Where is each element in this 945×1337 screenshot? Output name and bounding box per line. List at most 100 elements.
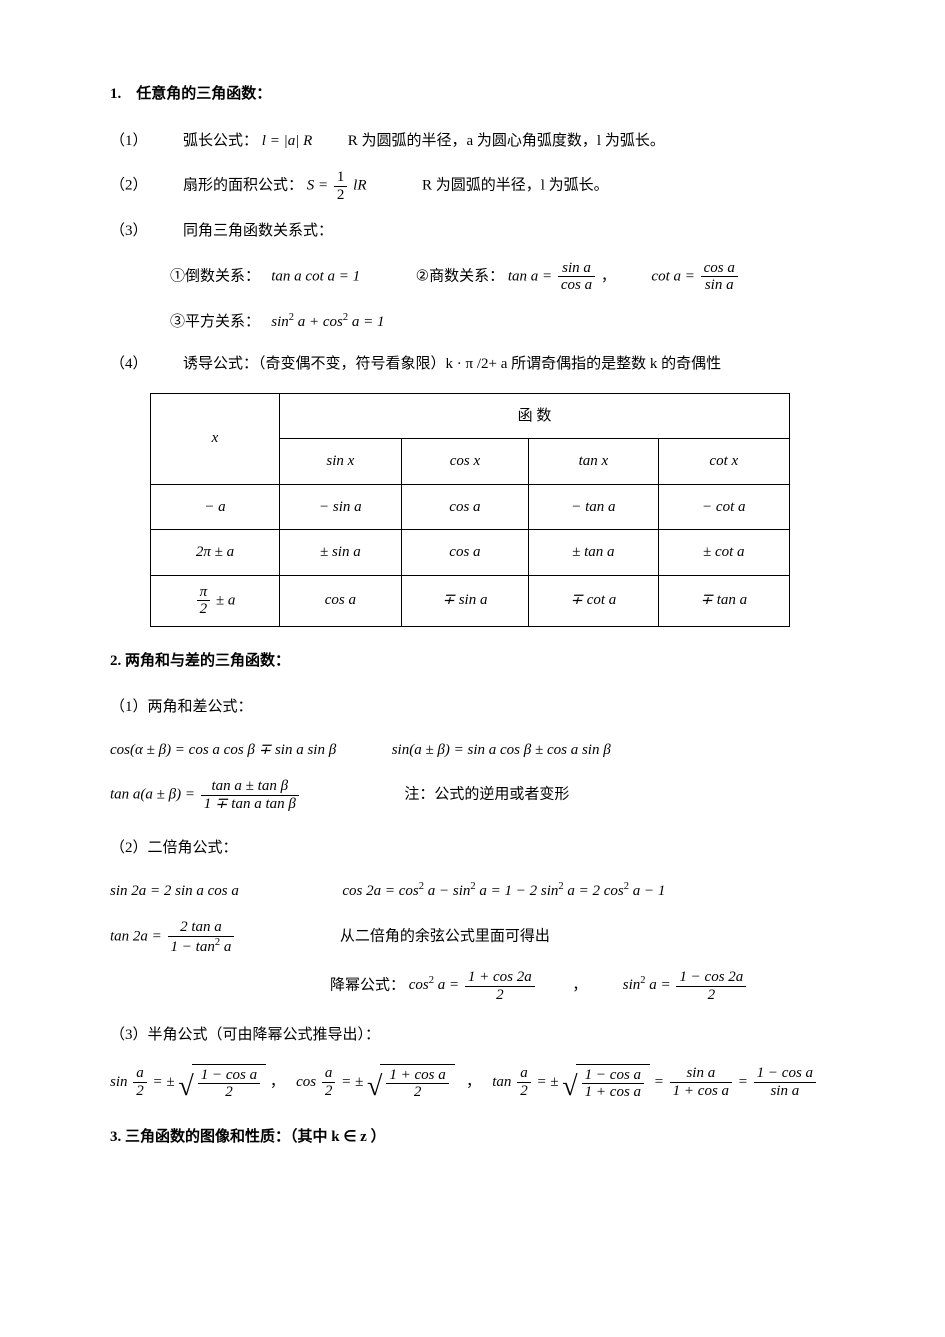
frac-num: 1 − cos a [754, 1065, 816, 1082]
half-tan-pre: tan [492, 1073, 511, 1089]
cell: − sin a [280, 484, 402, 530]
double-angle-line2: tan 2a = 2 tan a 1 − tan2 a 从二倍角的余弦公式里面可… [110, 919, 835, 955]
sub-label: ①倒数关系： [170, 268, 260, 284]
item-3c: ③平方关系： sin2 a + cos2 a = 1 [110, 308, 835, 337]
tan-lhs: tan a(a ± β) = [110, 786, 195, 802]
cell-x: π2 ± a [151, 575, 280, 626]
formula: tan a cot a = 1 [271, 268, 360, 284]
cell: cos a [401, 530, 528, 576]
label: （1） [110, 133, 148, 149]
note: 注：公式的逆用或者变形 [404, 786, 569, 802]
frac-den: 1 ∓ tan a tan β [201, 795, 299, 813]
cos2a: cos 2a = cos2 a − sin2 a = 1 − 2 sin2 a … [342, 883, 665, 899]
s2-p3-label: （3）半角公式（可由降幂公式推导出）： [110, 1021, 835, 1050]
desc: R 为圆弧的半径，a 为圆心角弧度数，l 为弧长。 [348, 133, 665, 149]
eq: = ± [536, 1073, 558, 1089]
frac-num: sin a [670, 1065, 732, 1082]
th-function: 函 数 [280, 393, 790, 439]
th-cot: cot x [658, 439, 789, 485]
cell: − cot a [658, 484, 789, 530]
cell: ∓ sin a [401, 575, 528, 626]
table-row: π2 ± a cos a ∓ sin a ∓ cot a ∓ tan a [151, 575, 790, 626]
frac-num: 1 − cos 2a [676, 969, 746, 986]
eq: = [654, 1073, 668, 1089]
sum-diff-line2: tan a(a ± β) = tan a ± tan β 1 ∓ tan a t… [110, 778, 835, 812]
frac-num: 1 [334, 169, 348, 186]
frac-den: 2 [517, 1082, 531, 1100]
cell: ∓ tan a [658, 575, 789, 626]
half-angle: sin a2 = ± √ 1 − cos a2 ， cos a2 = ± √ 1… [110, 1064, 835, 1101]
formula: l = |a| R [262, 133, 312, 149]
pw1-lhs: cos2 a = [409, 977, 459, 993]
label: （2） [110, 177, 148, 193]
frac-den: 1 + cos a [582, 1083, 644, 1101]
th-cos: cos x [401, 439, 528, 485]
frac-den: 1 + cos a [670, 1082, 732, 1100]
frac-den: sin a [754, 1082, 816, 1100]
sqrt-icon: √ 1 − cos a1 + cos a [562, 1064, 650, 1101]
formula-tail: lR [353, 177, 366, 193]
eq: = [738, 1073, 752, 1089]
eq: = ± [153, 1073, 175, 1089]
section2-heading: 2. 两角和与差的三角函数： [110, 647, 835, 676]
frac-den: 1 − tan2 a [168, 936, 235, 956]
sep: ， [572, 977, 587, 993]
item-1: （1） 弧长公式： l = |a| R R 为圆弧的半径，a 为圆心角弧度数，l… [110, 127, 835, 156]
th-tan: tan x [529, 439, 658, 485]
frac-num: a [322, 1065, 336, 1082]
sqrt-icon: √ 1 + cos a2 [367, 1064, 455, 1101]
item-3a: ①倒数关系： tan a cot a = 1 ②商数关系： tan a = si… [110, 260, 835, 294]
frac-num: tan a ± tan β [201, 778, 299, 795]
sub-label-b: ②商数关系： [416, 268, 504, 284]
cell: ± cot a [658, 530, 789, 576]
tan2a-lhs: tan 2a = [110, 928, 162, 944]
frac-num: π [197, 584, 211, 601]
frac-num: a [517, 1065, 531, 1082]
frac-den: cos a [558, 276, 595, 294]
frac-den: 2 [334, 186, 348, 204]
cell: cos a [401, 484, 528, 530]
power-reduction: 降幂公式： cos2 a = 1 + cos 2a 2 ， sin2 a = 1… [110, 969, 835, 1003]
double-angle-line1: sin 2a = 2 sin a cos a cos 2a = cos2 a −… [110, 877, 835, 906]
frac-num: cos a [701, 260, 738, 277]
item-2: （2） 扇形的面积公式： S = 1 2 lR R 为圆弧的半径，l 为弧长。 [110, 169, 835, 203]
half-sin-pre: sin [110, 1073, 128, 1089]
item-3: （3） 同角三角函数关系式： [110, 217, 835, 246]
sqrt-icon: √ 1 − cos a2 [178, 1064, 266, 1101]
name: 同角三角函数关系式： [183, 223, 333, 239]
frac-num: 1 − cos a [582, 1067, 644, 1084]
formula-lhs: S = [307, 177, 328, 193]
tan-lhs: tan a = [508, 268, 552, 284]
sub-label: ③平方关系： [170, 314, 260, 330]
frac-num: 2 tan a [168, 919, 235, 936]
cos-formula: cos(α ± β) = cos a cos β ∓ sin a sin β [110, 742, 336, 758]
frac-num: a [133, 1065, 147, 1082]
frac-den: 2 [133, 1082, 147, 1100]
sin-formula: sin(a ± β) = sin a cos β ± cos a sin β [392, 742, 611, 758]
frac-num: 1 + cos a [386, 1067, 448, 1084]
frac-den: 2 [386, 1083, 448, 1101]
frac-num: sin a [558, 260, 595, 277]
sum-diff-line1: cos(α ± β) = cos a cos β ∓ sin a sin β s… [110, 736, 835, 765]
half-cos-pre: cos [296, 1073, 316, 1089]
frac-num: 1 − cos a [198, 1067, 260, 1084]
tan2a-note: 从二倍角的余弦公式里面可得出 [340, 928, 550, 944]
cell: cos a [280, 575, 402, 626]
frac-den: 2 [322, 1082, 336, 1100]
cell-x: − a [151, 484, 280, 530]
item-4: （4） 诱导公式：（奇变偶不变，符号看象限）k · π /2+ a 所谓奇偶指的… [110, 350, 835, 379]
frac-den: 2 [198, 1083, 260, 1101]
label: （3） [110, 223, 148, 239]
cell: ∓ cot a [529, 575, 658, 626]
cell-x: 2π ± a [151, 530, 280, 576]
th-sin: sin x [280, 439, 402, 485]
cot-lhs: cot a = [651, 268, 694, 284]
comma: ， [270, 1073, 285, 1089]
name: 弧长公式： [183, 133, 258, 149]
cell: ± tan a [529, 530, 658, 576]
sep: ， [601, 268, 616, 284]
sin2a: sin 2a = 2 sin a cos a [110, 883, 239, 899]
pw2-lhs: sin2 a = [623, 977, 671, 993]
eq: = ± [341, 1073, 363, 1089]
formula: sin2 a + cos2 a = 1 [271, 314, 384, 330]
